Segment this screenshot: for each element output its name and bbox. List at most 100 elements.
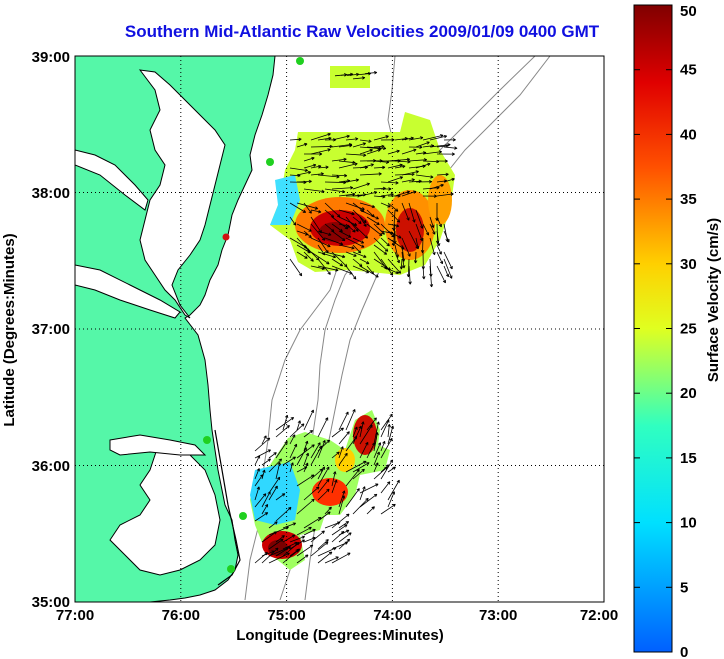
velocity-arrow bbox=[338, 162, 358, 169]
velocity-arrow bbox=[366, 148, 381, 155]
velocity-arrow bbox=[310, 209, 322, 214]
velocity-arrow bbox=[422, 194, 438, 198]
velocity-arrow bbox=[338, 244, 355, 250]
velocity-arrow bbox=[331, 479, 338, 494]
velocity-arrow bbox=[310, 251, 330, 265]
velocity-arrow bbox=[345, 137, 359, 141]
velocity-arrow bbox=[303, 430, 314, 438]
velocity-arrow bbox=[296, 251, 308, 259]
chart-title: Southern Mid-Atlantic Raw Velocities 200… bbox=[124, 22, 600, 41]
colorbar-tick-label: 25 bbox=[680, 321, 697, 338]
potomac-river bbox=[75, 149, 149, 211]
velocity-arrow bbox=[289, 167, 308, 172]
velocity-arrow bbox=[338, 230, 352, 238]
velocity-arrow bbox=[436, 230, 441, 247]
velocity-arrow bbox=[345, 265, 357, 280]
velocity-arrow bbox=[443, 258, 453, 279]
velocity-arrow bbox=[387, 424, 391, 438]
velocity-arrow bbox=[352, 425, 362, 445]
velocity-arrow bbox=[282, 522, 297, 529]
velocity-arrow bbox=[296, 474, 315, 487]
velocity-arrow bbox=[387, 491, 396, 508]
velocity-arrow bbox=[310, 541, 329, 557]
velocity-arrow bbox=[310, 148, 331, 155]
velocity-arrow bbox=[338, 490, 346, 508]
velocity-arrow bbox=[352, 182, 370, 190]
velocity-arrow bbox=[443, 265, 450, 278]
velocity-arrow bbox=[331, 157, 347, 162]
velocity-arrow bbox=[338, 446, 344, 459]
velocity-arrow bbox=[261, 547, 279, 564]
velocity-arrow bbox=[359, 148, 373, 155]
velocity-arrow bbox=[373, 421, 380, 445]
velocity-arrow bbox=[317, 440, 326, 459]
colorbar-tick-label: 0 bbox=[680, 644, 688, 659]
velocity-arrow bbox=[359, 441, 369, 459]
velocity-arrow bbox=[443, 177, 455, 183]
velocity-arrow bbox=[443, 146, 458, 150]
velocity-arrow bbox=[303, 486, 320, 501]
velocity-arrow bbox=[345, 251, 357, 257]
velocity-arrow bbox=[282, 456, 296, 466]
velocity-arrow bbox=[331, 427, 344, 438]
velocity-arrow bbox=[296, 170, 312, 176]
plot-frame bbox=[74, 55, 605, 603]
y-tick-label: 37:00 bbox=[32, 321, 70, 338]
velocity-arrow bbox=[331, 530, 345, 543]
velocity-arrow bbox=[254, 493, 267, 508]
velocity-arrow bbox=[303, 452, 310, 466]
colorbar-tick-label: 45 bbox=[680, 62, 697, 79]
colorbar-tick-label: 40 bbox=[680, 126, 697, 143]
velocity-arrow bbox=[331, 186, 354, 190]
velocity-arrow bbox=[303, 152, 323, 156]
velocity-arrow bbox=[338, 411, 349, 431]
velocity-arrow bbox=[317, 265, 339, 272]
velocity-arrows bbox=[254, 70, 458, 564]
velocity-arrow bbox=[373, 442, 382, 459]
chesapeake-bay bbox=[138, 69, 226, 319]
velocity-arrow bbox=[261, 435, 267, 445]
velocity-arrow bbox=[331, 230, 346, 242]
velocity-arrow bbox=[254, 474, 264, 487]
velocity-arrow bbox=[422, 150, 442, 155]
velocity-arrow bbox=[436, 216, 442, 228]
y-axis-label: Latitude (Degrees:Minutes) bbox=[1, 233, 18, 426]
velocity-arrow bbox=[303, 409, 314, 431]
velocity-arrow bbox=[387, 163, 403, 169]
velocity-arrow bbox=[338, 532, 352, 543]
velocity-arrow bbox=[331, 471, 337, 487]
velocity-arrow bbox=[429, 237, 436, 256]
velocity-arrow bbox=[380, 237, 390, 247]
velocity-arrow bbox=[359, 172, 382, 176]
velocity-arrow bbox=[359, 216, 367, 227]
velocity-arrow bbox=[268, 552, 290, 564]
velocity-arrow bbox=[338, 521, 350, 529]
velocity-arrow bbox=[429, 183, 444, 190]
velocity-arrow bbox=[296, 202, 319, 210]
velocity-arrow bbox=[268, 476, 281, 494]
velocity-arrow bbox=[352, 223, 369, 239]
velocity-arrow bbox=[429, 265, 434, 288]
velocity-arrow bbox=[366, 506, 375, 515]
velocity-arrow bbox=[401, 170, 419, 176]
velocity-arrow bbox=[373, 432, 379, 452]
velocity-arrow bbox=[366, 146, 387, 151]
velocity-arrow bbox=[289, 443, 298, 459]
velocity-arrow bbox=[352, 462, 370, 473]
velocity-arrow bbox=[380, 265, 399, 274]
velocity-arrow bbox=[317, 251, 337, 259]
velocity-arrow bbox=[366, 442, 376, 459]
colorbar-label: Surface Velocity (cm/s) bbox=[705, 218, 722, 382]
velocity-arrow bbox=[317, 230, 332, 236]
velocity-arrow bbox=[317, 165, 329, 169]
velocity-arrow bbox=[317, 258, 331, 275]
velocity-arrow bbox=[366, 223, 383, 237]
velocity-arrow bbox=[380, 440, 386, 452]
velocity-arrow bbox=[254, 512, 269, 522]
velocity-arrow bbox=[387, 230, 402, 239]
velocity-arrow bbox=[359, 421, 365, 438]
velocity-arrow bbox=[338, 538, 351, 550]
velocity-arrow bbox=[310, 530, 325, 543]
velocity-arrow bbox=[275, 493, 286, 501]
